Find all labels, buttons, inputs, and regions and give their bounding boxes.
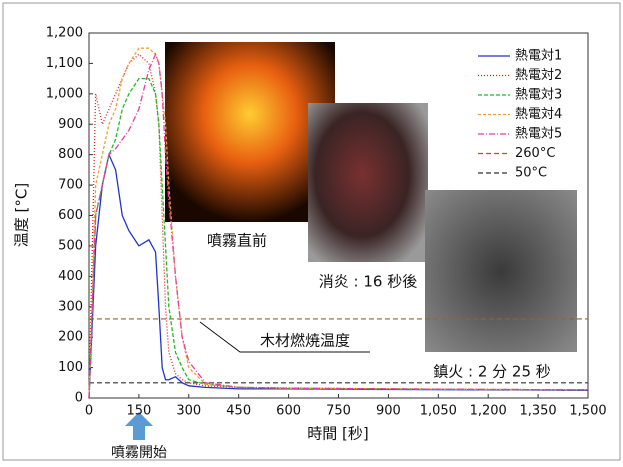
legend-box [474, 44, 586, 184]
photo-before-spray [165, 42, 335, 222]
photo-caption: 鎮火 : 2 分 25 秒 [433, 363, 551, 381]
legend-label: 熱電対1 [515, 49, 562, 64]
frame [2, 2, 621, 461]
y-tick-label: 0 [75, 391, 83, 406]
photo-caption: 消炎 : 16 秒後 [319, 273, 417, 291]
y-tick-label: 200 [58, 330, 83, 345]
legend-label: 260°C [515, 146, 555, 161]
y-tick-label: 300 [58, 299, 83, 314]
annotation: 木材燃焼温度 [260, 332, 350, 350]
legend-label: 熱電対2 [515, 68, 562, 83]
x-axis-label: 時間 [秒] [307, 425, 368, 443]
y-tick-label: 600 [58, 208, 83, 223]
x-tick-label: 1,050 [420, 404, 457, 419]
y-tick-label: 1,100 [46, 56, 83, 71]
x-tick-label: 750 [326, 404, 351, 419]
series-line [88, 52, 589, 399]
x-tick-label: 0 [85, 404, 93, 419]
y-axis-label: 温度 [°C] [13, 183, 31, 247]
spray-arrow [125, 412, 153, 440]
y-tick-label: 1,000 [46, 86, 83, 101]
photo-fire-out [425, 190, 577, 352]
x-tick-label: 450 [226, 404, 251, 419]
x-tick-label: 1,200 [470, 404, 507, 419]
legend-label: 熱電対4 [515, 107, 562, 122]
y-tick-label: 700 [58, 178, 83, 193]
x-tick-label: 150 [126, 404, 151, 419]
x-tick-label: 900 [376, 404, 401, 419]
annotation-leader [199, 321, 370, 353]
x-tick-label: 1,350 [519, 404, 556, 419]
y-tick-label: 100 [58, 360, 83, 375]
y-tick-label: 1,200 [46, 26, 83, 41]
series-line [88, 152, 589, 399]
annotation: 噴霧開始 [111, 445, 167, 461]
y-tick-label: 800 [58, 147, 83, 162]
legend-label: 50°C [515, 166, 547, 181]
legend-label: 熱電対3 [515, 88, 562, 103]
legend-label: 熱電対5 [515, 127, 562, 142]
x-tick-label: 1,500 [569, 404, 606, 419]
x-tick-label: 300 [176, 404, 201, 419]
y-tick-label: 500 [58, 238, 83, 253]
photo-caption: 噴霧直前 [207, 232, 267, 250]
x-tick-label: 600 [276, 404, 301, 419]
y-tick-label: 900 [58, 117, 83, 132]
y-tick-label: 400 [58, 269, 83, 284]
series-line [88, 53, 589, 399]
photo-extinguish [308, 103, 428, 262]
